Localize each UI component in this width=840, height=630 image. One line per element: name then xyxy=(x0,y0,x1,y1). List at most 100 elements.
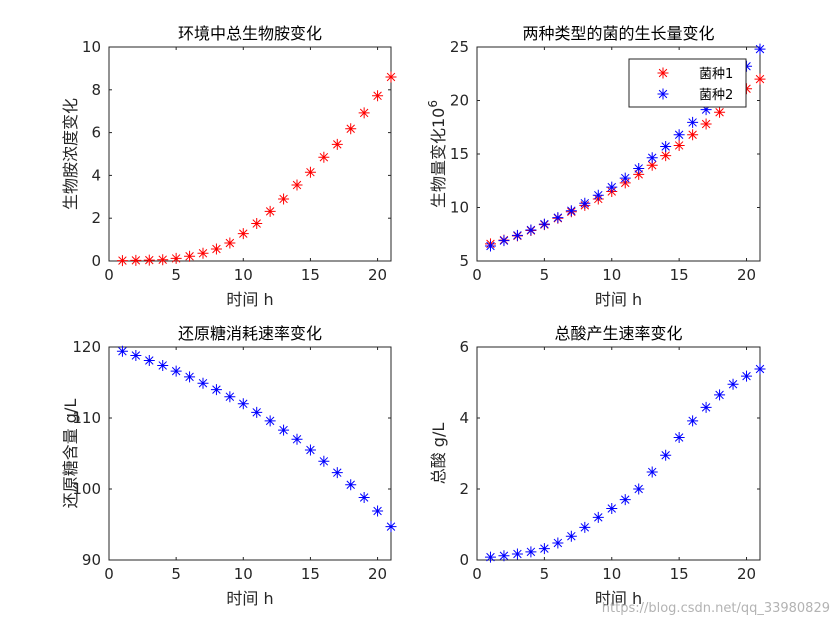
data-point xyxy=(278,424,290,436)
data-point xyxy=(498,550,510,562)
x-axis-label: 时间 h xyxy=(226,589,273,608)
data-point xyxy=(633,168,645,180)
x-tick-label: 10 xyxy=(234,565,253,583)
data-point xyxy=(633,483,645,495)
y-tick-label: 6 xyxy=(459,338,469,356)
data-point xyxy=(184,371,196,383)
plot-area xyxy=(108,46,392,262)
x-tick-label: 20 xyxy=(368,565,387,583)
x-tick-label: 20 xyxy=(737,266,756,284)
data-point xyxy=(264,205,276,217)
data-point xyxy=(687,415,699,427)
data-point xyxy=(291,433,303,445)
data-point xyxy=(197,247,209,259)
y-tick-label: 90 xyxy=(82,551,101,569)
data-point xyxy=(237,398,249,410)
x-axis-label: 时间 h xyxy=(595,290,642,309)
y-tick-label: 0 xyxy=(459,551,469,569)
data-point xyxy=(552,212,564,224)
data-point xyxy=(116,255,128,267)
data-point xyxy=(498,235,510,247)
data-point xyxy=(143,354,155,366)
data-point xyxy=(741,370,753,382)
data-point xyxy=(385,521,397,533)
data-point xyxy=(754,363,766,375)
data-point xyxy=(372,90,384,102)
y-tick-label: 15 xyxy=(450,145,469,163)
legend-marker xyxy=(657,67,669,79)
data-point xyxy=(525,546,537,558)
data-point xyxy=(251,406,263,418)
chart-title: 环境中总生物胺变化 xyxy=(178,24,322,43)
data-point xyxy=(264,415,276,427)
data-point xyxy=(714,389,726,401)
data-point xyxy=(741,83,753,95)
y-tick-label: 25 xyxy=(450,38,469,56)
data-point xyxy=(606,181,618,193)
data-point xyxy=(646,152,658,164)
data-point xyxy=(318,151,330,163)
chart-title: 两种类型的菌的生长量变化 xyxy=(522,24,714,43)
y-axis-label: 生物量变化106 xyxy=(426,100,448,208)
data-point xyxy=(754,73,766,85)
x-tick-label: 0 xyxy=(472,266,482,284)
chart-title: 总酸产生速率变化 xyxy=(554,324,682,343)
series-1 xyxy=(484,363,766,563)
data-point xyxy=(660,150,672,162)
data-point xyxy=(579,521,591,533)
series-2 xyxy=(484,43,766,252)
data-point xyxy=(754,43,766,55)
series-1 xyxy=(116,71,397,267)
data-point xyxy=(345,123,357,135)
x-tick-label: 5 xyxy=(171,266,181,284)
data-point xyxy=(619,172,631,184)
data-point xyxy=(687,129,699,141)
data-point xyxy=(565,530,577,542)
y-axis-label: 总酸 g/L xyxy=(429,423,448,485)
x-tick-label: 10 xyxy=(602,565,621,583)
y-tick-label: 2 xyxy=(459,480,469,498)
data-point xyxy=(741,60,753,72)
data-point xyxy=(579,197,591,209)
y-tick-label: 100 xyxy=(72,480,101,498)
data-point xyxy=(552,537,564,549)
data-point xyxy=(130,254,142,266)
x-axis-label: 时间 h xyxy=(595,589,642,608)
x-tick-label: 20 xyxy=(368,266,387,284)
x-tick-label: 20 xyxy=(737,565,756,583)
data-point xyxy=(700,104,712,116)
data-point xyxy=(700,118,712,130)
y-tick-label: 8 xyxy=(91,81,101,99)
data-point xyxy=(372,505,384,517)
data-point xyxy=(116,345,128,357)
data-point xyxy=(130,350,142,362)
legend-marker xyxy=(657,88,669,100)
data-point xyxy=(673,432,685,444)
legend-box xyxy=(628,58,747,108)
data-point xyxy=(224,391,236,403)
legend-label: 菌种1 xyxy=(699,67,733,82)
x-tick-label: 10 xyxy=(602,266,621,284)
data-point xyxy=(304,166,316,178)
data-point xyxy=(646,466,658,478)
data-point xyxy=(673,129,685,141)
data-point xyxy=(278,193,290,205)
data-point xyxy=(511,229,523,241)
data-point xyxy=(358,492,370,504)
x-tick-label: 0 xyxy=(104,565,114,583)
x-tick-label: 5 xyxy=(540,266,550,284)
y-tick-label: 4 xyxy=(91,166,101,184)
data-point xyxy=(606,503,618,515)
x-tick-label: 15 xyxy=(670,266,689,284)
data-point xyxy=(210,384,222,396)
data-point xyxy=(184,250,196,262)
data-point xyxy=(660,141,672,153)
x-axis-label: 时间 h xyxy=(226,290,273,309)
y-tick-label: 10 xyxy=(82,38,101,56)
watermark: https://blog.csdn.net/qq_33980829 xyxy=(601,601,830,616)
data-point xyxy=(484,551,496,563)
data-point xyxy=(237,228,249,240)
